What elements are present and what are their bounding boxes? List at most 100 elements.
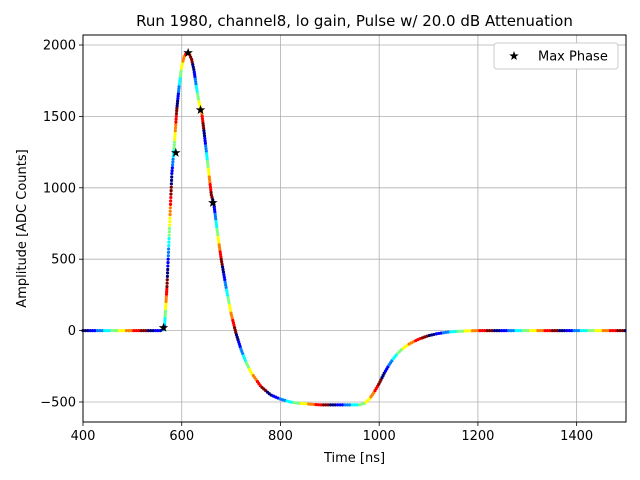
pulse-point bbox=[516, 329, 521, 333]
pulse-point bbox=[197, 102, 202, 106]
pulse-point bbox=[326, 403, 330, 407]
pulse-point bbox=[165, 290, 169, 294]
pulse-point bbox=[165, 271, 170, 275]
pulse-point bbox=[201, 119, 205, 123]
pulse-point bbox=[231, 321, 236, 325]
pulse-point bbox=[502, 329, 506, 333]
pulse-point bbox=[483, 329, 487, 333]
legend-entry-max-phase: Max Phase bbox=[538, 50, 608, 65]
pulse-point bbox=[519, 329, 523, 333]
max-phase-point bbox=[208, 197, 218, 207]
pulse-point bbox=[567, 329, 571, 333]
pulse-point bbox=[324, 403, 328, 407]
pulse-point bbox=[196, 97, 201, 101]
pulse-point bbox=[223, 278, 227, 282]
pulse-point bbox=[205, 154, 209, 158]
pulse-point bbox=[531, 329, 535, 333]
pulse-point bbox=[345, 403, 350, 407]
pulse-point bbox=[173, 131, 177, 136]
pulse-point bbox=[497, 329, 501, 333]
pulse-point bbox=[164, 299, 168, 303]
pulse-point bbox=[168, 216, 172, 220]
pulse-point bbox=[170, 166, 174, 170]
pulse-point bbox=[204, 149, 208, 153]
pulse-point bbox=[208, 183, 212, 187]
pulse-point bbox=[466, 329, 470, 333]
grid-lines bbox=[82, 35, 626, 422]
pulse-point bbox=[287, 400, 292, 404]
pulse-point bbox=[170, 171, 174, 176]
pulse-point bbox=[203, 139, 207, 143]
pulse-point bbox=[220, 265, 225, 269]
y-tick-label: 0 bbox=[68, 324, 76, 339]
pulse-point bbox=[169, 192, 173, 196]
pulse-point bbox=[195, 89, 199, 94]
pulse-point bbox=[456, 329, 460, 333]
pulse-point bbox=[295, 401, 299, 405]
pulse-point bbox=[463, 329, 467, 333]
pulse-point bbox=[205, 152, 209, 156]
pulse-point bbox=[177, 89, 181, 93]
pulse-point bbox=[127, 329, 131, 333]
pulse-point bbox=[202, 126, 206, 130]
pulse-point bbox=[169, 199, 173, 203]
x-tick-label: 600 bbox=[169, 429, 194, 444]
pulse-point bbox=[309, 402, 313, 406]
pulse-point bbox=[594, 329, 598, 333]
pulse-point bbox=[213, 212, 217, 216]
pulse-point bbox=[587, 329, 591, 333]
pulse-point bbox=[215, 227, 219, 232]
pulse-point bbox=[203, 136, 207, 140]
pulse-point bbox=[591, 329, 596, 333]
pulse-point bbox=[86, 329, 90, 333]
pulse-point bbox=[226, 298, 231, 302]
pulse-point bbox=[205, 157, 209, 161]
pulse-point bbox=[314, 402, 318, 407]
pulse-point bbox=[174, 117, 178, 121]
pulse-point bbox=[560, 329, 564, 333]
chart-title: Run 1980, channel8, lo gain, Pulse w/ 20… bbox=[136, 12, 573, 30]
pulse-point bbox=[178, 79, 182, 83]
pulse-point bbox=[206, 162, 210, 166]
pulse-point bbox=[200, 114, 204, 118]
pulse-point bbox=[169, 189, 173, 193]
pulse-point bbox=[224, 283, 228, 287]
pulse-point bbox=[173, 126, 178, 130]
pulse-point bbox=[167, 240, 171, 244]
pulse-point bbox=[163, 316, 167, 320]
pulse-point bbox=[611, 329, 615, 333]
pulse-point bbox=[217, 243, 221, 247]
pulse-point bbox=[163, 311, 167, 315]
pulse-point bbox=[204, 144, 208, 148]
pulse-point bbox=[217, 245, 222, 249]
pulse-point bbox=[202, 129, 206, 133]
pulse-point bbox=[207, 175, 211, 179]
pulse-point bbox=[230, 316, 234, 320]
pulse-point bbox=[165, 274, 170, 278]
x-tick-label: 1000 bbox=[363, 429, 396, 444]
pulse-point bbox=[169, 195, 173, 200]
pulse-point bbox=[192, 70, 196, 74]
pulse-point bbox=[302, 402, 306, 406]
pulse-point bbox=[208, 180, 212, 184]
pulse-point bbox=[164, 304, 168, 308]
pulse-point bbox=[221, 267, 225, 272]
pulse-point bbox=[319, 403, 323, 407]
y-tick-label: 1000 bbox=[43, 181, 76, 196]
pulse-point bbox=[216, 235, 220, 239]
pulse-point bbox=[555, 329, 559, 333]
plot-area-frame bbox=[82, 34, 627, 423]
pulse-point bbox=[222, 275, 226, 279]
pulse-point bbox=[194, 84, 198, 89]
pulse-point bbox=[232, 323, 236, 327]
pulse-point bbox=[226, 296, 230, 300]
pulse-point bbox=[165, 285, 169, 289]
pulse-point bbox=[165, 287, 169, 291]
pulse-point bbox=[177, 82, 182, 86]
pulse-point bbox=[193, 72, 197, 77]
pulse-point bbox=[166, 254, 170, 258]
pulse-point bbox=[115, 329, 119, 333]
legend-star-icon bbox=[509, 51, 519, 61]
pulse-point bbox=[216, 233, 220, 237]
pulse-point bbox=[173, 129, 177, 133]
